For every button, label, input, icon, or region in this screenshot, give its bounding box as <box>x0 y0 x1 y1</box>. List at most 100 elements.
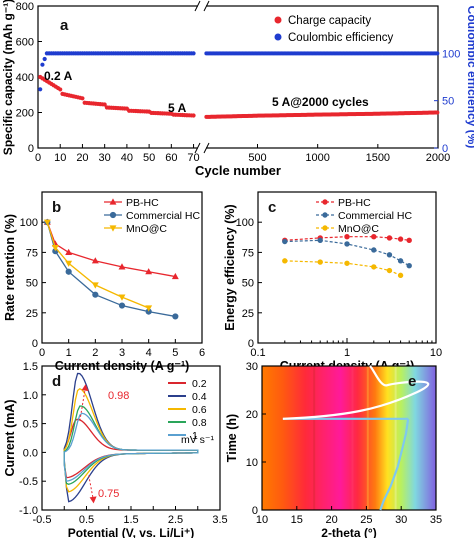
x-tick-label: 500 <box>248 152 266 164</box>
y-tick-label: 75 <box>26 247 38 259</box>
y-axis-label: Rate retention (%) <box>3 214 17 321</box>
series-point-0 <box>65 248 73 255</box>
y-tick-label: 10 <box>246 457 258 469</box>
series-point-2 <box>43 219 51 226</box>
cv-curve-3 <box>63 405 199 485</box>
charge-point <box>80 96 85 101</box>
series-point-0 <box>145 268 153 275</box>
x-tick-label: 2000 <box>426 152 450 164</box>
series-point-0 <box>371 233 377 240</box>
x-axis-label: 2-theta (°) <box>321 526 376 538</box>
legend-label-0: 0.2 <box>192 378 207 390</box>
y2-axis-label: Coulombic efficiency (%) <box>465 6 474 149</box>
x-tick-label: 5 <box>172 347 178 359</box>
x-tick-label: 0.5 <box>79 514 94 526</box>
legend-marker-1 <box>322 212 328 218</box>
annotation: 0.2 A <box>44 69 73 83</box>
series-point-1 <box>92 291 99 298</box>
series-point-1 <box>317 237 323 244</box>
x-tick-label: 25 <box>360 514 372 526</box>
overlay-curve-discharge <box>379 418 410 511</box>
x-tick-label: 10 <box>54 152 66 164</box>
heatmap-band-2 <box>366 366 369 510</box>
annotation: 5 A <box>168 101 187 115</box>
y-tick-label: 0 <box>32 338 38 350</box>
y-tick-label: -1.0 <box>19 505 38 517</box>
y-axis-label: Energy efficiency (%) <box>223 204 237 330</box>
series-point-2 <box>91 282 99 289</box>
legend-unit: mV s⁻¹ <box>181 434 214 446</box>
series-point-0 <box>344 233 350 240</box>
heatmap <box>262 366 436 510</box>
arrow-head-down <box>89 496 97 504</box>
arrow-head-up <box>81 384 89 392</box>
series-point-2 <box>344 260 350 266</box>
y-tick-label: 100 <box>20 217 38 229</box>
legend-marker-0 <box>109 198 117 205</box>
series-point-1 <box>282 238 288 245</box>
x-tick-label: 1.5 <box>123 514 138 526</box>
y2-tick-label: 50 <box>442 96 454 108</box>
legend-label-1: Commercial HC <box>338 210 413 222</box>
series-point-1 <box>344 241 350 247</box>
x-tick-label: 3 <box>119 347 125 359</box>
axis-break-mark <box>203 142 210 154</box>
panel-label-d: d <box>52 373 61 390</box>
legend-marker-2 <box>322 225 328 231</box>
x-tick-label: 2.5 <box>168 514 183 526</box>
legend-label-1: 0.4 <box>192 391 207 403</box>
y-tick-label: 20 <box>246 409 258 421</box>
annotation: 5 A@2000 cycles <box>272 95 369 109</box>
x-axis-label: Cycle number <box>195 163 281 178</box>
legend-label-2: MnO@C <box>126 223 167 235</box>
panel-label-c: c <box>268 199 276 216</box>
y-tick-label: 30 <box>246 361 258 373</box>
x-tick-label: 20 <box>76 152 88 164</box>
y-tick-label: 800 <box>16 1 34 13</box>
y-tick-label: 0 <box>28 143 34 155</box>
axis-break-mark <box>194 142 201 154</box>
x-tick-label: 0 <box>35 152 41 164</box>
series-point-1 <box>397 258 404 264</box>
x-tick-label: 1000 <box>305 152 329 164</box>
series-point-2 <box>118 294 126 301</box>
y-tick-label: 100 <box>236 217 254 229</box>
charge-point <box>58 87 63 92</box>
x-tick-label: 4 <box>146 347 152 359</box>
y-tick-label: 1.5 <box>23 361 38 373</box>
x-tick-label: -0.5 <box>33 514 52 526</box>
cv-curve-0 <box>63 418 199 479</box>
x-tick-label: 10 <box>430 347 442 359</box>
x-tick-label: 50 <box>143 152 155 164</box>
y-tick-label: 25 <box>242 308 254 320</box>
series-point-2 <box>65 260 73 267</box>
peak-arrow-up <box>79 386 87 421</box>
panel-label-a: a <box>60 17 69 34</box>
series-line-2 <box>284 260 401 276</box>
series-point-2 <box>386 267 393 274</box>
series-point-2 <box>282 258 288 264</box>
y-tick-label: 0.5 <box>23 419 38 431</box>
y-tick-label: 0 <box>248 338 254 350</box>
y-tick-label: 600 <box>16 37 34 49</box>
x-tick-label: 35 <box>430 514 442 526</box>
y-tick-label: 200 <box>16 108 34 120</box>
plot-frame <box>37 5 439 149</box>
x-tick-label: 6 <box>199 347 205 359</box>
series-point-0 <box>397 236 404 242</box>
legend-marker-charge <box>274 16 282 24</box>
series-point-0 <box>91 257 99 264</box>
heatmap-band-1 <box>351 366 354 510</box>
y-axis-label: Current (mA) <box>3 399 17 476</box>
y-tick-label: 400 <box>16 72 34 84</box>
series-point-0 <box>118 263 126 270</box>
series-point-1 <box>406 262 412 269</box>
charge-point <box>435 110 440 115</box>
ce-point <box>435 51 440 56</box>
series-point-0 <box>171 272 179 280</box>
series-point-1 <box>371 247 377 253</box>
plot-frame <box>261 365 437 511</box>
x-tick-label: 40 <box>121 152 133 164</box>
y-tick-label: 0 <box>252 505 258 517</box>
